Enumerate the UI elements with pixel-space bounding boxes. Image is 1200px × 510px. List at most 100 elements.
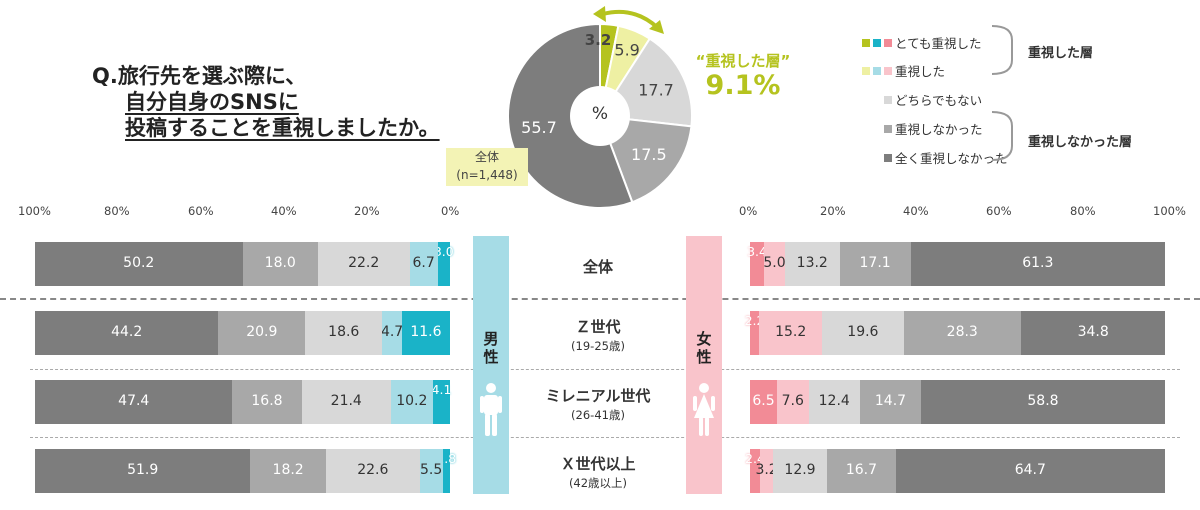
pie-caption-title: 全体 <box>474 150 499 164</box>
bar-value-label: 3.2 <box>755 462 778 478</box>
bar-segment <box>401 311 450 355</box>
bar-value-label: 4.7 <box>380 324 404 340</box>
bar-value-label: 22.6 <box>357 462 389 478</box>
male-label-2: 性 <box>483 348 499 366</box>
legend-label: 重視した <box>895 64 946 79</box>
bar-segment <box>896 449 1165 493</box>
separator-main <box>0 298 1200 300</box>
bar-value-label: 11.6 <box>410 324 442 340</box>
left-tick: 100% <box>18 204 51 218</box>
male-column: 男 性 <box>473 236 509 494</box>
right-tick: 100% <box>1153 204 1186 218</box>
bar-value-label: 16.8 <box>251 393 283 409</box>
bar-value-label: 58.8 <box>1027 393 1059 409</box>
bar-segment <box>759 311 823 355</box>
pie-value-label: 17.5 <box>631 145 667 164</box>
bar-segment <box>35 380 233 424</box>
bar-segment <box>35 449 251 493</box>
left-tick: 60% <box>188 204 214 218</box>
row-label-main: ミレニアル世代 <box>545 387 651 405</box>
row-label-all: 全体 <box>508 256 688 277</box>
right-tick: 20% <box>820 204 846 218</box>
bar-segment <box>784 242 840 286</box>
bar-segment <box>325 449 420 493</box>
bar-segment <box>419 449 443 493</box>
bar-value-label: 18.2 <box>272 462 304 478</box>
bar-value-label: 47.4 <box>118 393 150 409</box>
bar-value-label: 19.6 <box>847 324 879 340</box>
female-label-1: 女 <box>696 330 712 348</box>
male-label-1: 男 <box>483 330 499 348</box>
separator <box>30 437 1180 438</box>
legend-swatch <box>873 39 881 47</box>
right-tick: 0% <box>739 204 758 218</box>
question-line-1: Q.旅行先を選ぶ際に、 <box>92 64 307 88</box>
row-label-main: Ｚ世代 <box>575 318 621 336</box>
male-icon <box>480 383 502 436</box>
bar-value-label: 44.2 <box>111 324 143 340</box>
left-tick: 40% <box>271 204 297 218</box>
highlight-label: “重視した層” <box>695 52 791 70</box>
bar-value-label: 64.7 <box>1014 462 1046 478</box>
bar-value-label: 5.0 <box>763 255 786 271</box>
bar-segment <box>35 311 219 355</box>
row-label-main: Ｘ世代以上 <box>560 455 636 473</box>
bar-value-label: 4.1 <box>431 382 452 397</box>
legend-swatch <box>862 39 870 47</box>
legend-item-some: 重視した <box>862 61 946 79</box>
bar-segment <box>750 449 760 493</box>
bar-value-label: 12.9 <box>784 462 816 478</box>
legend-item-neutral: どちらでもない <box>884 90 983 108</box>
legend-swatch <box>884 96 892 104</box>
bar-value-label: 12.4 <box>818 393 850 409</box>
bar-segment <box>409 242 438 286</box>
bar-value-label: 2.4 <box>745 451 765 466</box>
highlight-value: 9.1% <box>705 70 781 101</box>
bar-segment <box>750 242 765 286</box>
question-line-2: 自分自身のSNSに <box>125 90 299 114</box>
left-tick: 80% <box>104 204 130 218</box>
bar-segment <box>1020 311 1166 355</box>
bar-value-label: 17.1 <box>859 255 891 271</box>
bar-value-label: 28.3 <box>946 324 978 340</box>
legend-swatch <box>884 154 892 162</box>
bar-segment <box>750 311 760 355</box>
bar-segment <box>34 242 243 286</box>
bar-segment <box>920 380 1165 424</box>
bar-segment <box>759 449 774 493</box>
female-column: 女 性 <box>686 236 722 494</box>
bar-segment <box>826 449 897 493</box>
bar-value-label: 61.3 <box>1022 255 1054 271</box>
bar-segment <box>903 311 1021 355</box>
legend-swatch <box>884 125 892 133</box>
female-label-2: 性 <box>696 348 712 366</box>
right-tick: 80% <box>1070 204 1096 218</box>
bar-value-label: 18.6 <box>328 324 360 340</box>
row-label-main: 全体 <box>582 258 613 276</box>
bar-value-label: 5.5 <box>419 462 443 478</box>
bar-segment <box>390 380 433 424</box>
row-label-z: Ｚ世代 (19-25歳) <box>508 316 688 354</box>
right-tick: 40% <box>903 204 929 218</box>
row-label-millennial: ミレニアル世代 (26-41歳) <box>508 385 688 423</box>
legend-label: どちらでもない <box>895 93 983 108</box>
bar-segment <box>773 449 827 493</box>
bar-value-label: 3.4 <box>747 244 767 259</box>
right-tick: 60% <box>986 204 1012 218</box>
bar-value-label: 3.0 <box>433 244 454 259</box>
bar-value-label: 10.2 <box>396 393 428 409</box>
row-label-sub: (26-41歳) <box>571 408 625 422</box>
bar-segment <box>822 311 904 355</box>
pie-value-label: 3.2 <box>585 31 612 49</box>
bar-value-label: 21.4 <box>330 393 362 409</box>
bar-segment <box>859 380 921 424</box>
bar-value-label: 18.0 <box>264 255 296 271</box>
legend-item-not: 重視しなかった <box>884 119 983 137</box>
row-label-sub: (19-25歳) <box>571 339 625 353</box>
legend-brackets <box>991 25 1013 161</box>
bar-value-label: 7.6 <box>781 393 804 409</box>
bar-segment <box>910 242 1165 286</box>
bar-segment <box>839 242 911 286</box>
left-tick: 20% <box>354 204 380 218</box>
bar-segment <box>776 380 809 424</box>
